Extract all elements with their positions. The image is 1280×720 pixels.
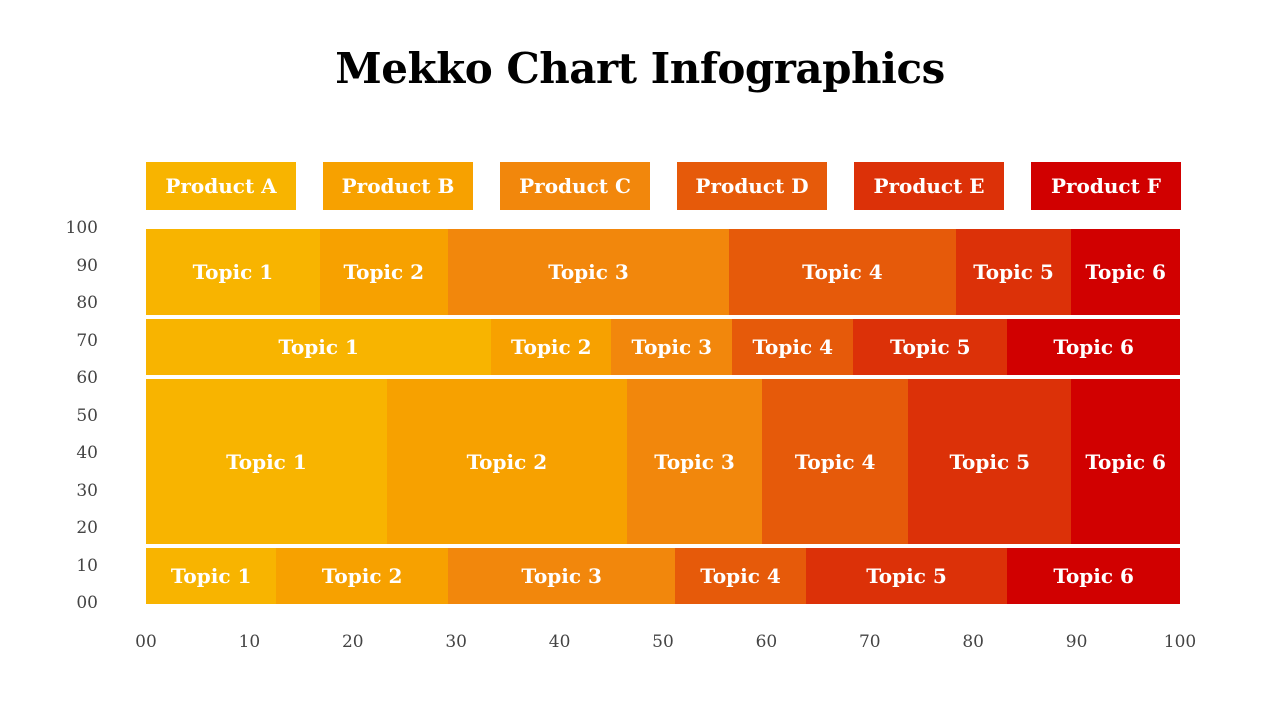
- mekko-segment: Topic 6: [1007, 319, 1180, 376]
- x-tick-label: 100: [1163, 632, 1197, 652]
- mekko-segment: Topic 5: [805, 547, 1008, 604]
- x-tick-label: 60: [755, 632, 778, 652]
- legend-product-d: Product D: [677, 162, 827, 210]
- mekko-segment: Topic 6: [1007, 547, 1180, 604]
- mekko-segment: Topic 4: [729, 229, 956, 316]
- y-tick-label: 10: [76, 555, 98, 576]
- mekko-segment: Topic 3: [611, 319, 733, 376]
- x-tick-label: 40: [548, 632, 571, 652]
- mekko-segment: Topic 2: [319, 229, 448, 316]
- mekko-segment: Topic 4: [762, 379, 909, 544]
- legend-product-e: Product E: [854, 162, 1004, 210]
- x-tick-label: 20: [341, 632, 364, 652]
- x-tick-label: 50: [652, 632, 674, 652]
- y-tick-label: 60: [76, 368, 98, 388]
- mekko-segment: Topic 6: [1071, 379, 1180, 544]
- mekko-segment: Topic 5: [853, 319, 1008, 376]
- legend-product-c: Product C: [500, 162, 650, 210]
- y-tick-label: 80: [76, 293, 98, 313]
- y-tick-label: 20: [76, 518, 98, 538]
- x-tick-label: 80: [962, 632, 984, 652]
- x-tick-label: 00: [135, 632, 157, 652]
- y-tick-label: 50: [76, 405, 98, 426]
- mekko-segment: Topic 1: [146, 547, 277, 604]
- legend-product-f: Product F: [1031, 162, 1181, 210]
- chart-title: Mekko Chart Infographics: [335, 44, 945, 93]
- mekko-segment: Topic 1: [146, 379, 387, 544]
- x-tick-label: 70: [858, 632, 881, 652]
- mekko-segment: Topic 3: [626, 379, 763, 544]
- y-tick-label: 90: [76, 255, 98, 276]
- mekko-segment: Topic 2: [386, 379, 627, 544]
- mekko-segment: Topic 3: [447, 229, 730, 316]
- mekko-segment: Topic 5: [955, 229, 1072, 316]
- mekko-segment: Topic 4: [675, 547, 806, 604]
- mekko-segment: Topic 1: [146, 319, 492, 376]
- x-tick-label: 90: [1065, 632, 1088, 652]
- y-tick-label: 40: [76, 443, 98, 463]
- y-tick-label: 30: [76, 480, 98, 501]
- mekko-segment: Topic 1: [146, 229, 320, 316]
- y-tick-label: 00: [76, 593, 98, 613]
- mekko-segment: Topic 5: [908, 379, 1072, 544]
- legend-product-a: Product A: [146, 162, 296, 210]
- legend-product-b: Product B: [323, 162, 473, 210]
- x-tick-label: 10: [238, 632, 261, 652]
- y-tick-label: 70: [76, 330, 98, 351]
- mekko-segment: Topic 3: [447, 547, 676, 604]
- mekko-segment: Topic 4: [732, 319, 854, 376]
- mekko-segment: Topic 2: [276, 547, 448, 604]
- mekko-segment: Topic 6: [1071, 229, 1180, 316]
- y-tick-label: 100: [65, 218, 98, 238]
- mekko-segment: Topic 2: [491, 319, 612, 376]
- x-tick-label: 30: [445, 632, 467, 652]
